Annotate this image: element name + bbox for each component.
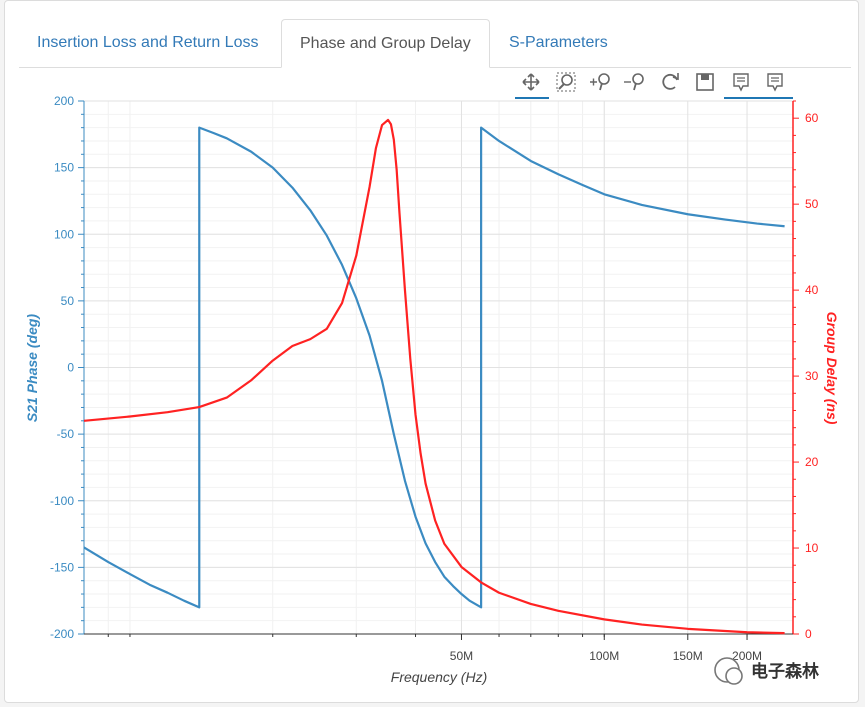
axes: -200 -150 -100 -50 0 50 100 150 200 0 10 20 30 40 50 60… [50, 94, 819, 663]
series-line-group-delay [83, 118, 785, 635]
tab-bar: Insertion Loss and Return Loss Phase and… [19, 19, 851, 68]
plus-glyph [590, 78, 597, 86]
wechat-icon-bubble [725, 667, 743, 685]
hover-icon[interactable] [726, 68, 756, 96]
chart-panel: Insertion Loss and Return Loss Phase and… [4, 0, 859, 703]
arc-glyph [662, 73, 678, 90]
bubble-lines-glyph [771, 77, 779, 82]
tab-phase-group-delay[interactable]: Phase and Group Delay [281, 19, 490, 68]
bubble-lines-glyph [737, 77, 745, 82]
series-line-phase [83, 126, 785, 609]
y-left-tick-label: 200 [54, 94, 74, 108]
y-right-tick-label: 30 [805, 369, 819, 383]
x-tick-label: 150M [673, 649, 703, 663]
y-right-tick-label: 20 [805, 455, 819, 469]
bubble-glyph [767, 73, 783, 92]
tool-hitbox [655, 68, 685, 96]
y-left-tick-label: 0 [67, 361, 74, 375]
y-right-tick-label: 0 [805, 627, 812, 641]
y-right-tick-label: 10 [805, 541, 819, 555]
handle-glyph [633, 82, 637, 91]
y-axis-label-right: Group Delay (ns) [824, 312, 840, 425]
save-icon[interactable] [690, 68, 720, 96]
y-left-tick-label: 100 [54, 227, 74, 241]
watermark: 电子森林 [714, 657, 819, 685]
series-layer [83, 118, 785, 635]
arrow-glyph [672, 73, 679, 81]
y-left-tick-label: 150 [54, 161, 74, 175]
reset-icon[interactable] [655, 68, 685, 96]
y-right-tick-label: 60 [805, 111, 819, 125]
disk-shutter-glyph [701, 74, 709, 80]
y-right-tick-label: 50 [805, 197, 819, 211]
lens-glyph [598, 73, 610, 85]
x-axis-label: Frequency (Hz) [391, 669, 487, 685]
handle-glyph [599, 82, 603, 91]
tool-hitbox [551, 68, 581, 96]
y-left-tick-label: 50 [61, 294, 75, 308]
y-axis-label-left: S21 Phase (deg) [24, 314, 40, 422]
tool-hitbox [690, 68, 720, 96]
handle-glyph [558, 83, 565, 90]
x-tick-label: 50M [450, 649, 473, 663]
box-zoom-icon[interactable] [551, 68, 581, 96]
tab-insertion-loss[interactable]: Insertion Loss and Return Loss [37, 34, 259, 51]
tab-s-parameters[interactable]: S-Parameters [509, 34, 608, 51]
y-left-tick-label: -150 [50, 560, 74, 574]
pan-glyph [522, 73, 540, 91]
toolbar [515, 68, 793, 99]
box-glyph [556, 72, 576, 92]
y-right-tick-label: 40 [805, 283, 819, 297]
x-tick-label: 100M [589, 649, 619, 663]
tool-hitbox [760, 68, 790, 96]
zoom-out-icon[interactable] [620, 68, 650, 96]
pan-icon[interactable] [516, 68, 546, 96]
lens-glyph [561, 74, 573, 86]
hover-icon-2[interactable] [760, 68, 790, 96]
y-left-tick-label: -50 [57, 427, 75, 441]
y-left-tick-label: -200 [50, 627, 74, 641]
tool-hitbox [726, 68, 756, 96]
watermark-text: 电子森林 [751, 661, 819, 682]
lens-glyph [632, 73, 644, 85]
bubble-glyph [733, 73, 749, 92]
x-tick-label: 200M [732, 649, 762, 663]
zoom-in-icon[interactable] [586, 68, 616, 96]
y-left-tick-label: -100 [50, 494, 74, 508]
